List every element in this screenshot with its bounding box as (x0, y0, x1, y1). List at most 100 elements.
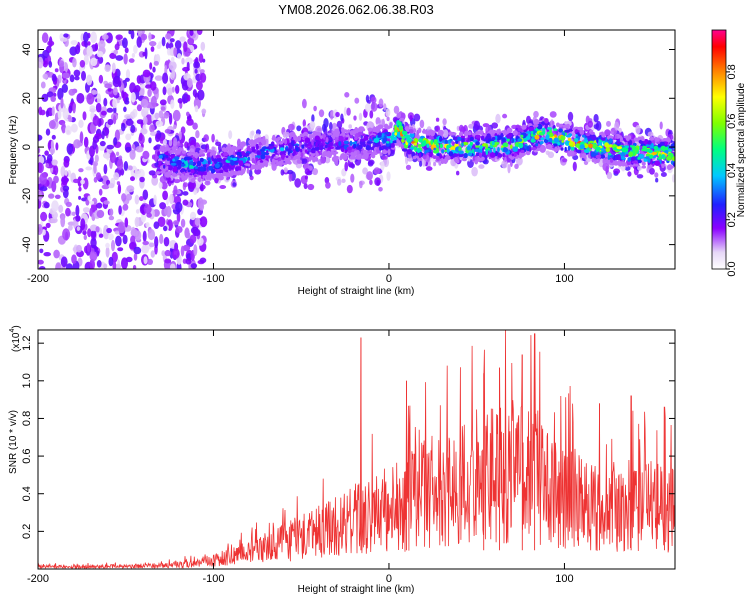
spectrogram-cell (207, 160, 211, 165)
spectrogram-cell (378, 98, 384, 108)
spectrogram-cell (97, 93, 101, 105)
spectrogram-cell (312, 134, 316, 138)
spectrogram-cell (189, 211, 197, 221)
spectrogram-cell (105, 242, 110, 249)
spectrogram-cell (384, 131, 390, 135)
spectrogram-cell (399, 117, 405, 122)
spectrogram-cell (130, 235, 136, 245)
spectrogram-cell (48, 60, 53, 68)
spectrogram-cell (211, 169, 216, 173)
spectrogram-cell (507, 163, 511, 174)
spectrogram-cell (436, 156, 440, 162)
spectrogram-cell (38, 134, 43, 141)
spectrogram-cell (386, 141, 390, 144)
spectrogram-cell (116, 151, 120, 156)
spectrogram-cell (606, 171, 613, 180)
spectrogram-cell (450, 146, 456, 151)
spectrogram-cell (73, 178, 80, 184)
spectrogram-cell (215, 141, 222, 146)
spectrogram-cell (194, 68, 198, 74)
spectrogram-cell (507, 132, 513, 137)
spectrogram-cell (189, 181, 197, 190)
spectrogram-cell (196, 30, 203, 35)
spectrogram-cell (469, 141, 473, 146)
spectrogram-cell (456, 136, 462, 142)
spectrogram-cell (101, 184, 110, 190)
spectrogram-cell (489, 152, 496, 158)
spectrogram-cell (103, 152, 111, 159)
spectrogram-cell (557, 123, 564, 127)
spectrogram-cell (117, 247, 124, 252)
spectrogram-cell (184, 141, 189, 149)
spectrogram-cell (419, 160, 423, 167)
spectrogram-cell (175, 201, 183, 213)
spectrogram-cell (101, 130, 105, 140)
spectrogram-cell (302, 119, 306, 128)
spectrogram-cell (338, 135, 344, 142)
spectrogram-cell (418, 152, 422, 158)
spectrogram-cell (278, 160, 283, 167)
spectrogram-cell (287, 169, 294, 175)
spectrogram-cell (165, 154, 169, 159)
spectrogram-cell (106, 107, 114, 113)
spectrogram-cell (169, 193, 174, 205)
spectrogram-cell (616, 141, 621, 144)
spectrogram-cell (649, 167, 655, 175)
spectrogram-cell (517, 138, 523, 143)
spectrogram-cell (135, 209, 140, 214)
spectrogram-cell (197, 171, 204, 176)
spectrogram-cell (643, 145, 647, 151)
spectrogram-cell (142, 240, 149, 246)
spectrogram-cell (564, 146, 567, 152)
spectrogram-marks (38, 30, 675, 269)
spectrogram-cell (148, 242, 155, 248)
spectrogram-cell (197, 177, 201, 182)
spectrogram-cell (136, 75, 142, 84)
spectrogram-cell (637, 159, 642, 164)
spectrogram-cell (104, 83, 112, 89)
spectrogram-cell (335, 111, 340, 118)
spectrogram-cell (288, 123, 295, 131)
spectrogram-cell (491, 141, 495, 146)
spectrogram-cell (250, 130, 255, 136)
spectrogram-cell (183, 182, 189, 188)
spectrogram-cell (103, 97, 108, 107)
spectrogram-cell (604, 129, 611, 137)
spectrogram-cell (38, 224, 43, 235)
spectrogram-cell (296, 125, 302, 132)
spectrogram-cell (413, 142, 418, 146)
spectrogram-cell (268, 143, 274, 147)
spectrogram-cell (327, 132, 333, 136)
spectrogram-cell (197, 160, 202, 167)
spectrogram-cell (362, 149, 368, 154)
spectrogram-cell (201, 178, 204, 182)
spectrogram-cell (222, 171, 228, 177)
spectrogram-cell (289, 135, 292, 140)
spectrogram-cell (572, 161, 577, 172)
spectrogram-cell (180, 163, 187, 167)
spectrogram-cell (171, 86, 175, 93)
spectrogram-cell (636, 174, 644, 179)
spectrogram-cell (162, 190, 169, 201)
spectrogram-cell (65, 263, 73, 269)
spectrogram-cell (474, 148, 481, 152)
spectrogram-cell (85, 199, 90, 206)
spectrogram-cell (631, 161, 638, 164)
spectrogram-cell (98, 74, 104, 84)
spectrogram-cell (379, 146, 382, 151)
spectrogram-cell (106, 144, 114, 150)
spectrogram-cell (458, 124, 464, 132)
spectrogram-cell (86, 74, 93, 86)
spectrogram-cell (161, 250, 166, 257)
spectrogram-cell (309, 121, 316, 129)
spectrogram-cell (311, 139, 314, 146)
spectrogram-cell (166, 147, 171, 151)
spectrogram-cell (68, 105, 73, 114)
spectrogram-cell (53, 165, 59, 176)
spectrogram-cell (238, 160, 244, 167)
spectrogram-cell (380, 161, 385, 171)
spectrogram-cell (671, 174, 675, 183)
spectrogram-cell (153, 60, 159, 66)
spectrogram-cell (112, 98, 118, 109)
spectrogram-cell (495, 135, 502, 141)
